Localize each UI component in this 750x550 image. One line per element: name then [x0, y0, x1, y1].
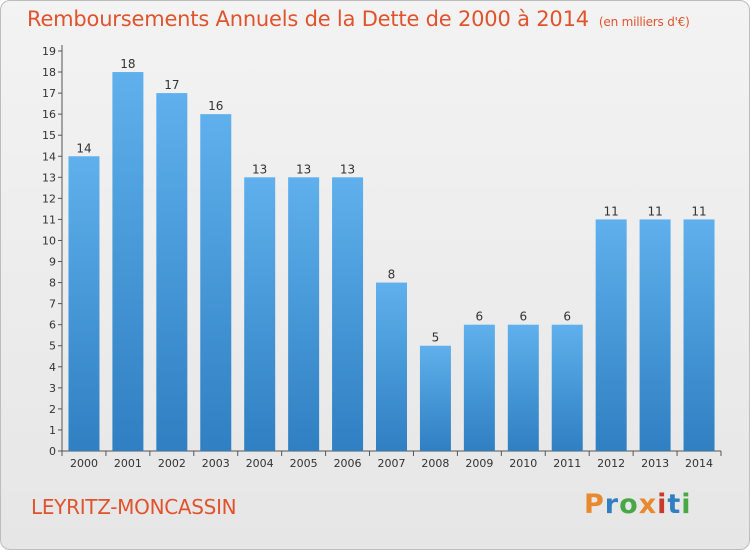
- y-tick-label: 16: [42, 108, 56, 121]
- x-tick-label: 2011: [553, 457, 581, 470]
- bar-value-label: 18: [120, 57, 135, 71]
- bar-value-label: 13: [296, 162, 311, 176]
- logo-letter: r: [604, 489, 620, 520]
- y-tick-label: 10: [42, 234, 56, 247]
- bar-value-label: 6: [563, 310, 571, 324]
- y-tick-label: 5: [49, 340, 56, 353]
- chart-subtitle: (en milliers d'€): [598, 15, 690, 29]
- chart-title: Remboursements Annuels de la Dette de 20…: [27, 7, 690, 31]
- bar-value-label: 8: [388, 268, 396, 282]
- y-tick-label: 8: [49, 277, 56, 290]
- x-tick-label: 2008: [421, 457, 449, 470]
- bar-value-label: 13: [340, 162, 355, 176]
- bar-value-label: 16: [208, 99, 223, 113]
- x-tick-label: 2003: [202, 457, 230, 470]
- logo-letter: P: [584, 489, 605, 520]
- bar-value-label: 11: [604, 204, 619, 218]
- logo-letter: x: [638, 489, 658, 520]
- x-tick-label: 2012: [597, 457, 625, 470]
- bar: [551, 324, 583, 451]
- bar: [244, 177, 276, 451]
- x-tick-label: 2004: [246, 457, 274, 470]
- y-tick-label: 12: [42, 192, 56, 205]
- x-tick-label: 2002: [158, 457, 186, 470]
- bar: [419, 345, 451, 451]
- bar-value-label: 17: [164, 78, 179, 92]
- bar-value-label: 6: [476, 310, 484, 324]
- bar: [112, 72, 144, 451]
- y-tick-label: 3: [49, 382, 56, 395]
- bar: [683, 219, 715, 451]
- chart-title-text: Remboursements Annuels de la Dette de 20…: [27, 7, 589, 31]
- bar: [200, 114, 232, 451]
- y-tick-label: 15: [42, 129, 56, 142]
- bar-value-label: 13: [252, 162, 267, 176]
- bar: [156, 93, 188, 452]
- bar: [376, 282, 407, 451]
- x-tick-label: 2014: [685, 457, 713, 470]
- x-tick-label: 2009: [465, 457, 493, 470]
- bar: [288, 177, 320, 451]
- y-tick-label: 4: [49, 361, 56, 374]
- y-tick-label: 14: [42, 150, 56, 163]
- y-tick-label: 0: [49, 445, 56, 458]
- chart-labels: 14 2000 18 2001 17 2002 16 2003 13 2004 13 2005 13 20…: [70, 57, 713, 470]
- y-tick-label: 19: [42, 45, 56, 58]
- bar: [463, 324, 495, 451]
- y-tick-label: 9: [49, 256, 56, 269]
- logo-letter: i: [657, 489, 668, 520]
- bar-value-label: 5: [432, 331, 440, 345]
- x-tick-label: 2000: [70, 457, 98, 470]
- bar: [595, 219, 627, 451]
- bar: [639, 219, 671, 451]
- y-tick-label: 18: [42, 66, 56, 79]
- y-tick-label: 17: [42, 87, 56, 100]
- y-tick-label: 7: [49, 298, 56, 311]
- y-tick-label: 6: [49, 319, 56, 332]
- bar: [68, 156, 100, 451]
- y-tick-label: 13: [42, 171, 56, 184]
- x-tick-label: 2013: [641, 457, 669, 470]
- bar: [332, 177, 364, 451]
- proxiti-logo[interactable]: Proxiti: [584, 489, 692, 520]
- place-name: LEYRITZ-MONCASSIN: [31, 495, 237, 519]
- y-tick-label: 1: [49, 424, 56, 437]
- logo-letter: t: [667, 489, 682, 520]
- bar: [507, 324, 539, 451]
- logo-letter: o: [619, 489, 639, 520]
- logo-letter: i: [681, 489, 692, 520]
- bar-value-label: 11: [691, 204, 706, 218]
- chart-bars: [68, 72, 715, 452]
- x-tick-label: 2005: [290, 457, 318, 470]
- x-tick-label: 2006: [334, 457, 362, 470]
- x-tick-label: 2010: [509, 457, 537, 470]
- y-tick-label: 2: [49, 403, 56, 416]
- bar-value-label: 11: [647, 204, 662, 218]
- bar-value-label: 14: [76, 141, 91, 155]
- x-tick-label: 2001: [114, 457, 142, 470]
- bar-value-label: 6: [519, 310, 527, 324]
- y-tick-label: 11: [42, 213, 56, 226]
- x-tick-label: 2007: [378, 457, 406, 470]
